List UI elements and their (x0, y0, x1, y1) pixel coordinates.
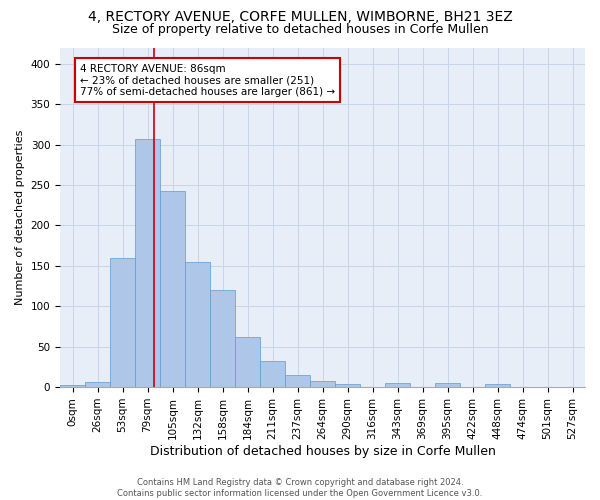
Bar (435, 383, 460, 387)
Bar (210, 290, 235, 387)
Y-axis label: Number of detached properties: Number of detached properties (15, 130, 25, 305)
Bar (185, 262, 210, 387)
Bar (335, 384, 360, 387)
Bar (385, 383, 410, 387)
Text: 4, RECTORY AVENUE, CORFE MULLEN, WIMBORNE, BH21 3EZ: 4, RECTORY AVENUE, CORFE MULLEN, WIMBORN… (88, 10, 512, 24)
Bar (135, 139, 160, 387)
Bar (310, 380, 335, 387)
X-axis label: Distribution of detached houses by size in Corfe Mullen: Distribution of detached houses by size … (149, 444, 496, 458)
Bar (285, 375, 310, 387)
Text: Size of property relative to detached houses in Corfe Mullen: Size of property relative to detached ho… (112, 22, 488, 36)
Text: 4 RECTORY AVENUE: 86sqm
← 23% of detached houses are smaller (251)
77% of semi-d: 4 RECTORY AVENUE: 86sqm ← 23% of detache… (80, 64, 335, 97)
Bar (110, 258, 135, 387)
Bar (85, 382, 110, 387)
Text: Contains HM Land Registry data © Crown copyright and database right 2024.
Contai: Contains HM Land Registry data © Crown c… (118, 478, 482, 498)
Bar (160, 190, 185, 387)
Bar (60, 386, 85, 387)
Bar (260, 361, 285, 387)
Bar (485, 384, 510, 387)
Bar (235, 337, 260, 387)
